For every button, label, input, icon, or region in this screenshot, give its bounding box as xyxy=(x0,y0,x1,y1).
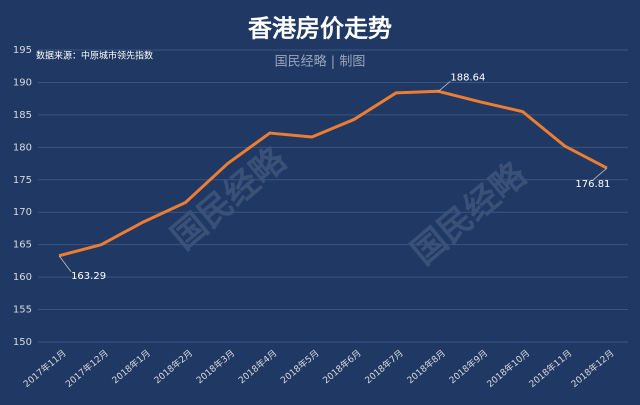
chart-subtitle: 国民经略 | 制图 xyxy=(275,54,366,70)
y-tick-label: 190 xyxy=(13,77,32,88)
data-label: 163.29 xyxy=(71,271,106,282)
chart-title: 香港房价走势 xyxy=(248,14,392,43)
data-label: 188.64 xyxy=(450,72,485,83)
data-label: 176.81 xyxy=(575,179,610,190)
y-tick-label: 160 xyxy=(13,272,32,283)
y-tick-label: 170 xyxy=(13,207,32,218)
y-tick-label: 195 xyxy=(13,45,32,56)
y-tick-label: 165 xyxy=(13,240,32,251)
leader-line xyxy=(592,167,608,181)
y-tick-label: 175 xyxy=(13,175,32,186)
y-tick-label: 150 xyxy=(13,337,32,348)
y-tick-label: 180 xyxy=(13,142,32,153)
leader-line xyxy=(438,80,451,92)
leader-line xyxy=(58,255,72,273)
y-tick-label: 155 xyxy=(13,305,32,316)
y-tick-label: 185 xyxy=(13,110,32,121)
source-note: 数据来源：中原城市领先指数 xyxy=(36,50,153,62)
line xyxy=(58,89,608,258)
